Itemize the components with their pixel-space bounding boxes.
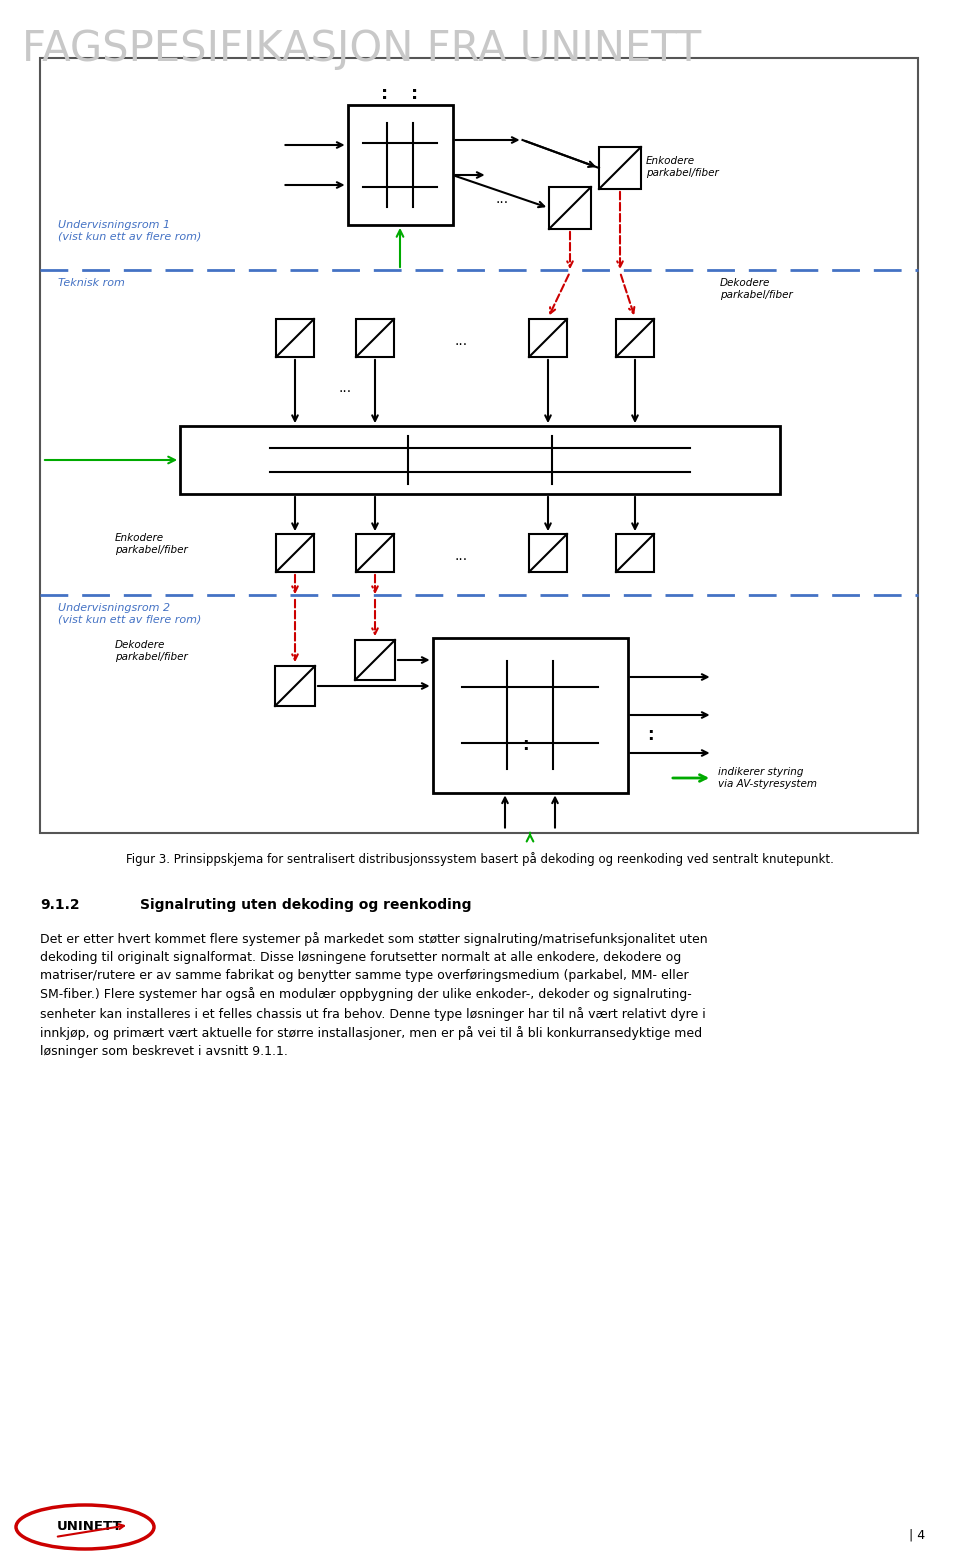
Text: :: : bbox=[412, 85, 419, 103]
Bar bbox=[529, 320, 567, 357]
Text: Dekodere
parkabel/fiber: Dekodere parkabel/fiber bbox=[115, 639, 188, 661]
Text: ...: ... bbox=[496, 193, 509, 205]
Bar bbox=[348, 105, 452, 226]
Bar bbox=[616, 534, 654, 572]
Text: :: : bbox=[521, 736, 528, 754]
Text: Enkodere
parkabel/fiber: Enkodere parkabel/fiber bbox=[646, 157, 719, 177]
Text: Dekodere
parkabel/fiber: Dekodere parkabel/fiber bbox=[720, 277, 793, 299]
Bar bbox=[276, 534, 314, 572]
Text: Teknisk rom: Teknisk rom bbox=[58, 277, 125, 288]
Text: | 4: | 4 bbox=[909, 1528, 925, 1542]
Bar bbox=[529, 534, 567, 572]
Bar bbox=[276, 320, 314, 357]
Bar bbox=[599, 147, 641, 190]
Text: Figur 3. Prinsippskjema for sentralisert distribusjonssystem basert på dekoding : Figur 3. Prinsippskjema for sentralisert… bbox=[126, 852, 834, 867]
Text: :: : bbox=[381, 85, 389, 103]
Text: indikerer styring
via AV-styresystem: indikerer styring via AV-styresystem bbox=[718, 768, 817, 788]
Text: Undervisningsrom 2
(vist kun ett av flere rom): Undervisningsrom 2 (vist kun ett av fler… bbox=[58, 603, 202, 625]
Bar bbox=[355, 639, 395, 680]
Bar bbox=[356, 534, 394, 572]
Ellipse shape bbox=[16, 1504, 154, 1550]
Text: Det er etter hvert kommet flere systemer på markedet som støtter signalruting/ma: Det er etter hvert kommet flere systemer… bbox=[40, 932, 708, 1058]
Text: Signalruting uten dekoding og reenkoding: Signalruting uten dekoding og reenkoding bbox=[140, 898, 471, 912]
Text: ...: ... bbox=[455, 548, 468, 563]
Bar bbox=[180, 426, 780, 494]
Text: ...: ... bbox=[339, 381, 351, 395]
Text: Enkodere
parkabel/fiber: Enkodere parkabel/fiber bbox=[115, 533, 188, 555]
Bar bbox=[275, 666, 315, 707]
Text: UNINETT: UNINETT bbox=[57, 1520, 122, 1534]
Bar bbox=[40, 58, 918, 834]
Bar bbox=[356, 320, 394, 357]
Text: ...: ... bbox=[455, 334, 468, 348]
Text: FAGSPESIFIKASJON FRA UNINETT: FAGSPESIFIKASJON FRA UNINETT bbox=[22, 28, 701, 71]
Bar bbox=[549, 186, 591, 229]
Bar bbox=[616, 320, 654, 357]
Text: 9.1.2: 9.1.2 bbox=[40, 898, 80, 912]
Text: Undervisningsrom 1
(vist kun ett av flere rom): Undervisningsrom 1 (vist kun ett av fler… bbox=[58, 219, 202, 241]
Bar bbox=[433, 638, 628, 793]
Text: :: : bbox=[647, 726, 654, 744]
